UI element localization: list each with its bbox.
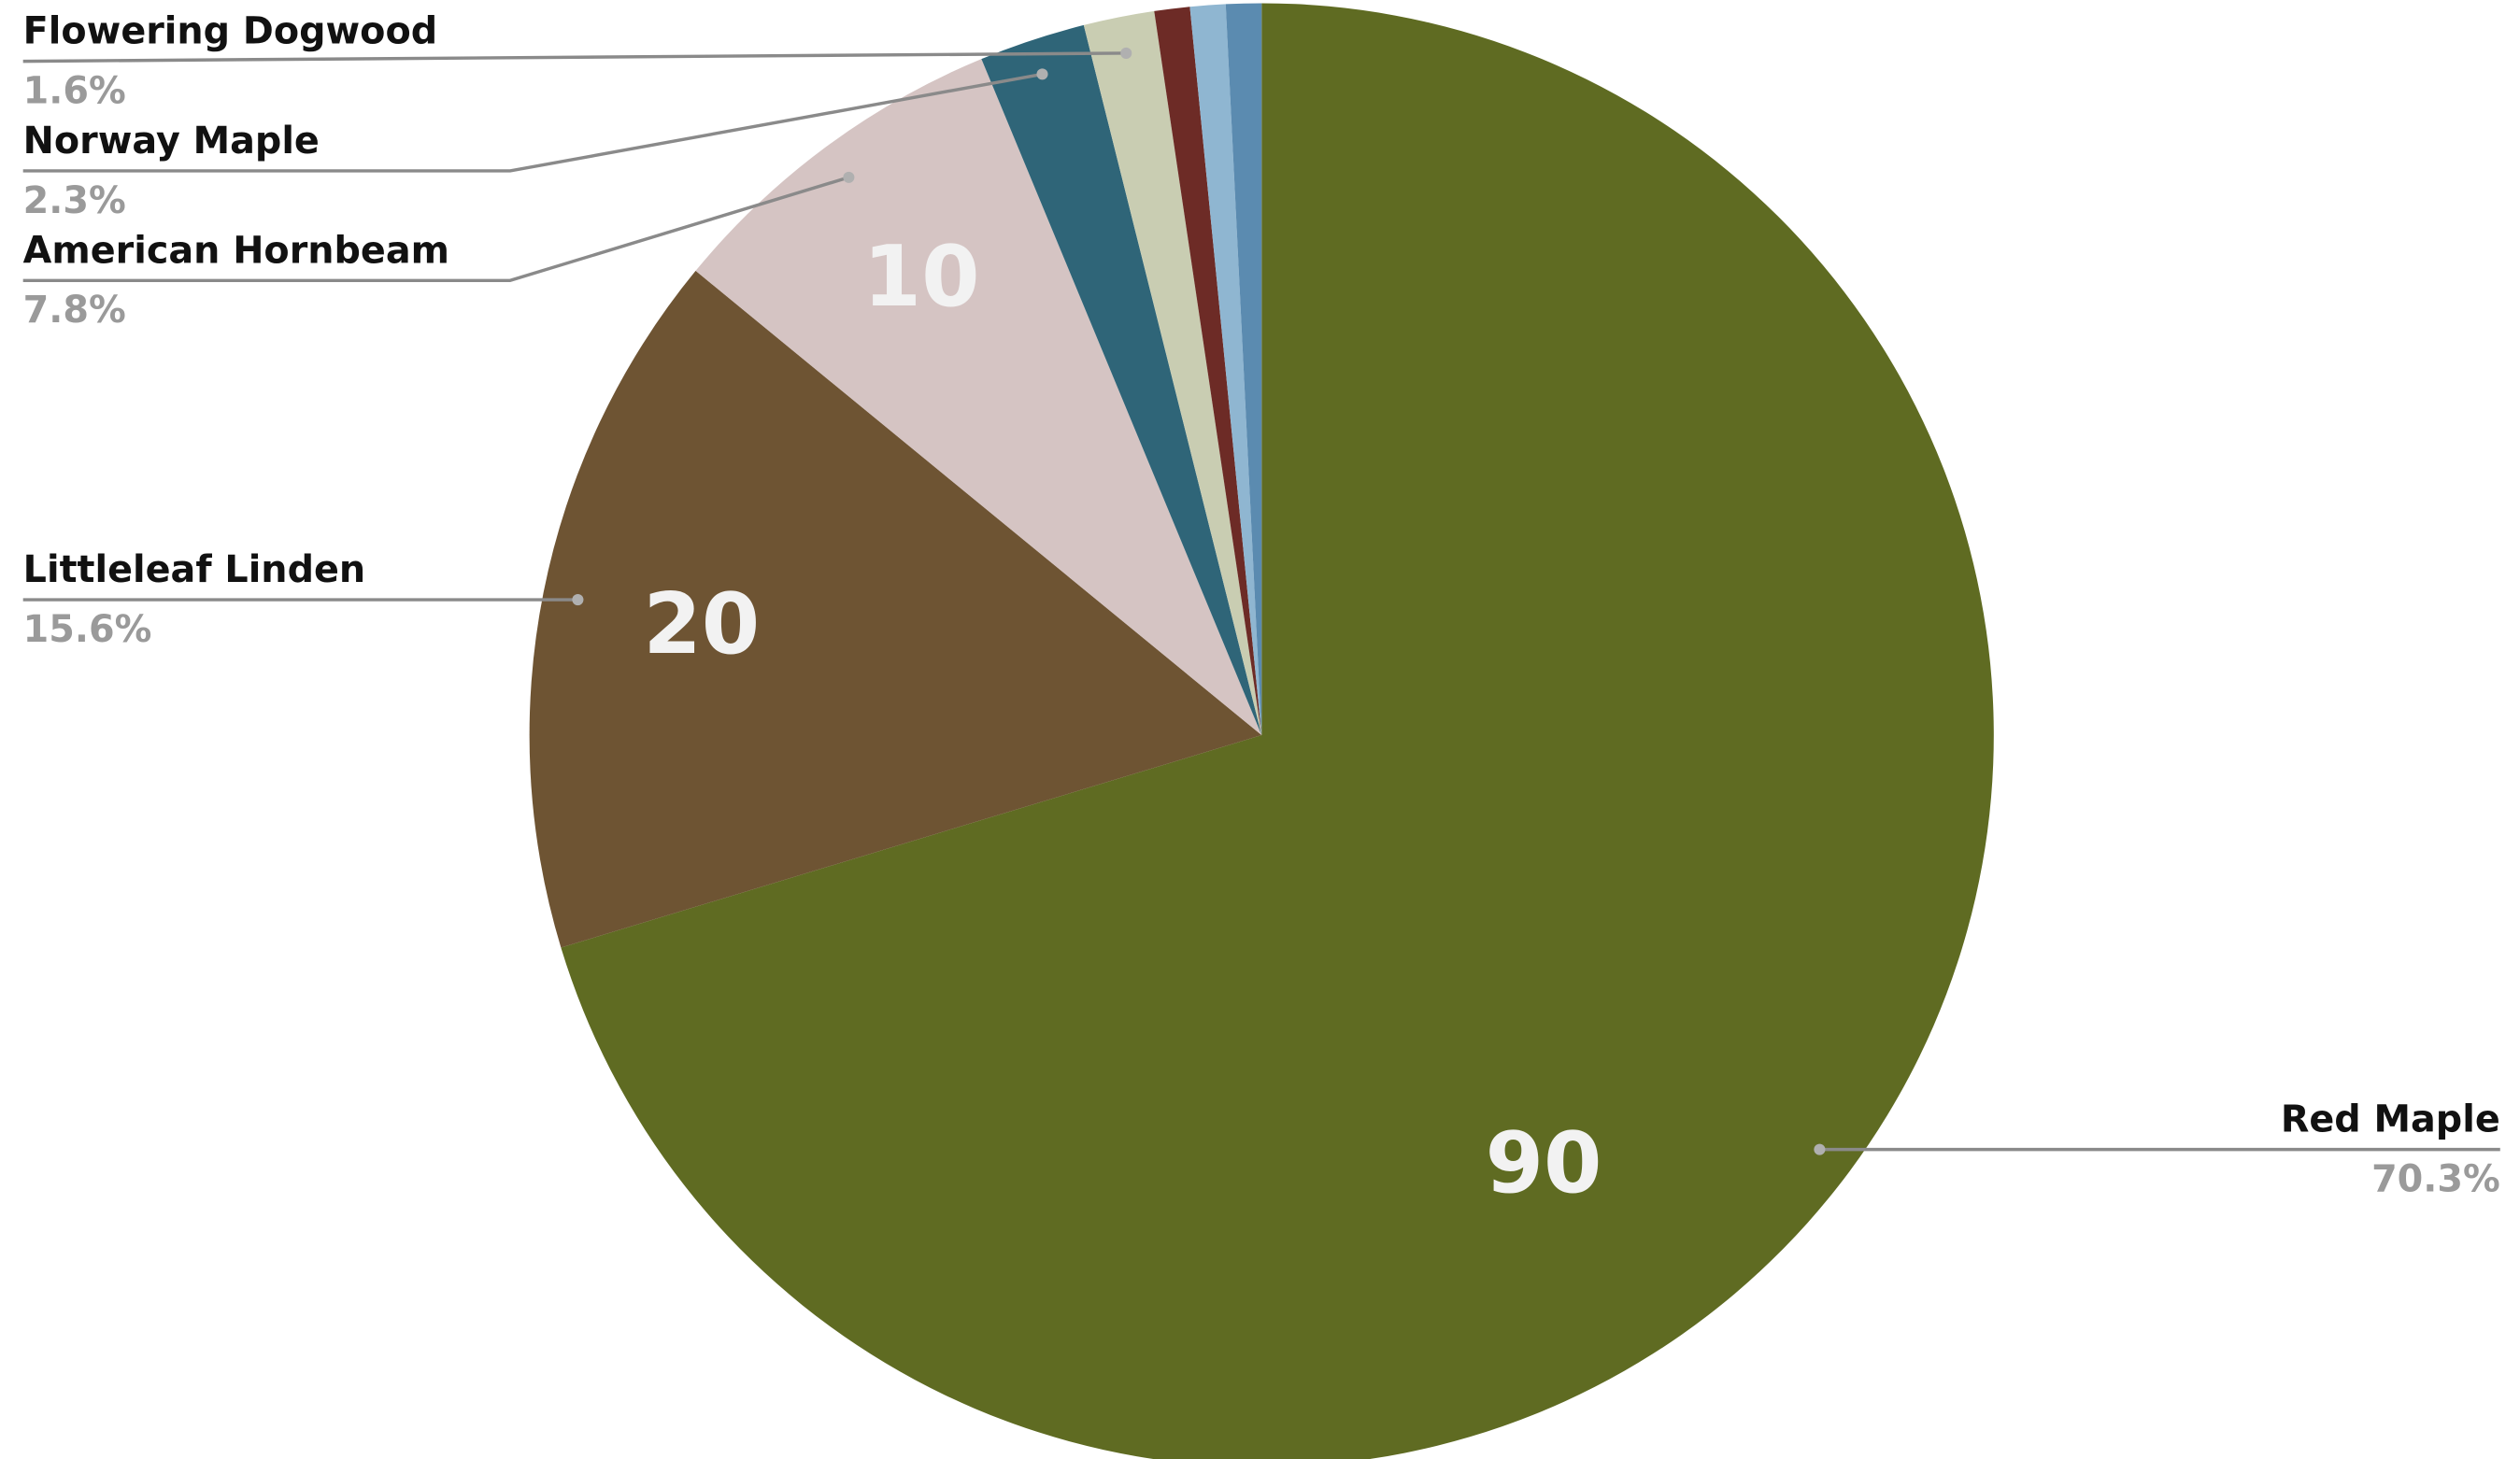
leader-line xyxy=(22,51,1127,64)
leader-dot xyxy=(843,171,855,183)
pie-slice xyxy=(695,59,1262,736)
leader-dot xyxy=(1036,68,1048,80)
pie-slice xyxy=(561,3,1994,1459)
slice-label: Littleleaf Linden xyxy=(23,548,365,591)
slice-value-label: 10 xyxy=(863,229,980,326)
slice-value-label: 20 xyxy=(643,576,760,673)
pie-slice xyxy=(1225,3,1262,736)
slice-percent: 1.6% xyxy=(23,69,126,112)
leader-dot xyxy=(1120,47,1132,59)
slice-percent: 15.6% xyxy=(23,608,152,651)
slice-label: Flowering Dogwood xyxy=(23,10,437,53)
slice-label: Norway Maple xyxy=(23,120,320,163)
pie-slice xyxy=(981,24,1262,736)
leader-dot xyxy=(572,594,584,606)
slice-label: Red Maple xyxy=(2281,1098,2500,1141)
slice-percent: 2.3% xyxy=(23,179,126,222)
slice-percent: 70.3% xyxy=(2371,1157,2500,1200)
pie-slice xyxy=(1189,4,1262,736)
slice-value-label: 90 xyxy=(1486,1115,1602,1212)
leader-line xyxy=(22,176,849,283)
pie-slice xyxy=(1154,7,1262,736)
leader-line xyxy=(22,72,1043,173)
pie-slice xyxy=(1083,10,1262,736)
pie-slice xyxy=(529,270,1262,948)
slice-percent: 7.8% xyxy=(23,289,126,332)
leader-dot xyxy=(1814,1143,1826,1155)
slice-label: American Hornbeam xyxy=(23,229,449,272)
